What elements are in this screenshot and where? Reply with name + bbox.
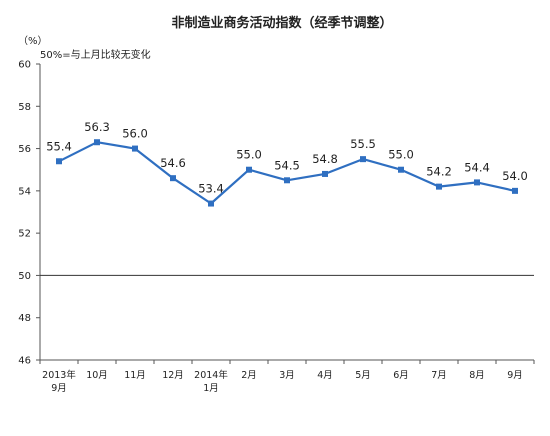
y-tick-label: 54 [18,186,31,197]
series-group [56,139,518,207]
data-label: 54.6 [160,156,186,170]
data-label: 55.4 [46,139,72,153]
data-point [56,158,62,165]
x-tick-group: 2013年 9月 10月 11月 12月 2014年 1月 2月 3月 4月 5月 6月 7月 8月 9月 [39,360,535,394]
data-point [246,166,252,173]
data-point [512,187,518,194]
data-point [360,156,366,163]
data-point [208,200,214,207]
x-tick-label: 9月 [51,383,67,394]
data-label: 55.0 [388,148,414,162]
data-label: 54.5 [274,158,300,172]
data-label: 56.3 [84,120,110,134]
y-tick-label: 46 [18,356,31,367]
data-point [132,145,138,152]
x-tick-label: 4月 [317,370,333,381]
data-label: 54.8 [312,152,338,166]
data-label: 56.0 [122,127,148,141]
x-tick-label: 2013年 [42,369,76,381]
y-axis-unit-label: （%） [18,35,48,47]
data-label: 55.5 [350,137,376,151]
x-tick-label: 9月 [507,370,523,381]
data-point [398,166,404,173]
x-tick-label: 5月 [355,370,371,381]
data-label-group: 55.4 56.3 56.0 54.6 53.4 55.0 54.5 54.8 55.5 55.0… [46,120,528,195]
x-tick-label: 12月 [162,370,184,381]
x-tick-label: 6月 [393,370,409,381]
y-tick-label: 56 [18,144,31,155]
x-tick-label: 8月 [469,370,485,381]
x-tick-label: 1月 [203,383,219,394]
data-label: 54.4 [464,160,490,174]
reference-note: 50%=与上月比较无变化 [40,48,151,61]
x-tick-label: 7月 [431,370,447,381]
data-point [94,139,100,146]
data-label: 55.0 [236,148,262,162]
data-point [284,177,290,184]
y-tick-label: 50 [18,271,31,282]
data-point [474,179,480,186]
data-label: 54.2 [426,165,452,179]
y-tick-label: 52 [18,229,31,240]
y-tick-label: 48 [18,313,31,324]
x-tick-label: 2月 [241,370,257,381]
x-tick-label: 11月 [124,370,146,381]
data-label: 53.4 [198,182,224,196]
x-tick-label: 3月 [279,370,295,381]
chart-title: 非制造业商务活动指数（经季节调整） [171,15,392,31]
data-label: 54.0 [502,169,528,183]
x-tick-label: 10月 [86,370,108,381]
y-tick-group: 46 48 50 52 54 56 58 60 [18,60,40,367]
y-tick-label: 58 [18,102,31,113]
data-point [322,170,328,177]
x-tick-label: 2014年 [194,369,228,381]
data-point [170,175,176,182]
data-point [436,183,442,190]
axes-group [39,64,534,361]
y-tick-label: 60 [18,60,31,71]
